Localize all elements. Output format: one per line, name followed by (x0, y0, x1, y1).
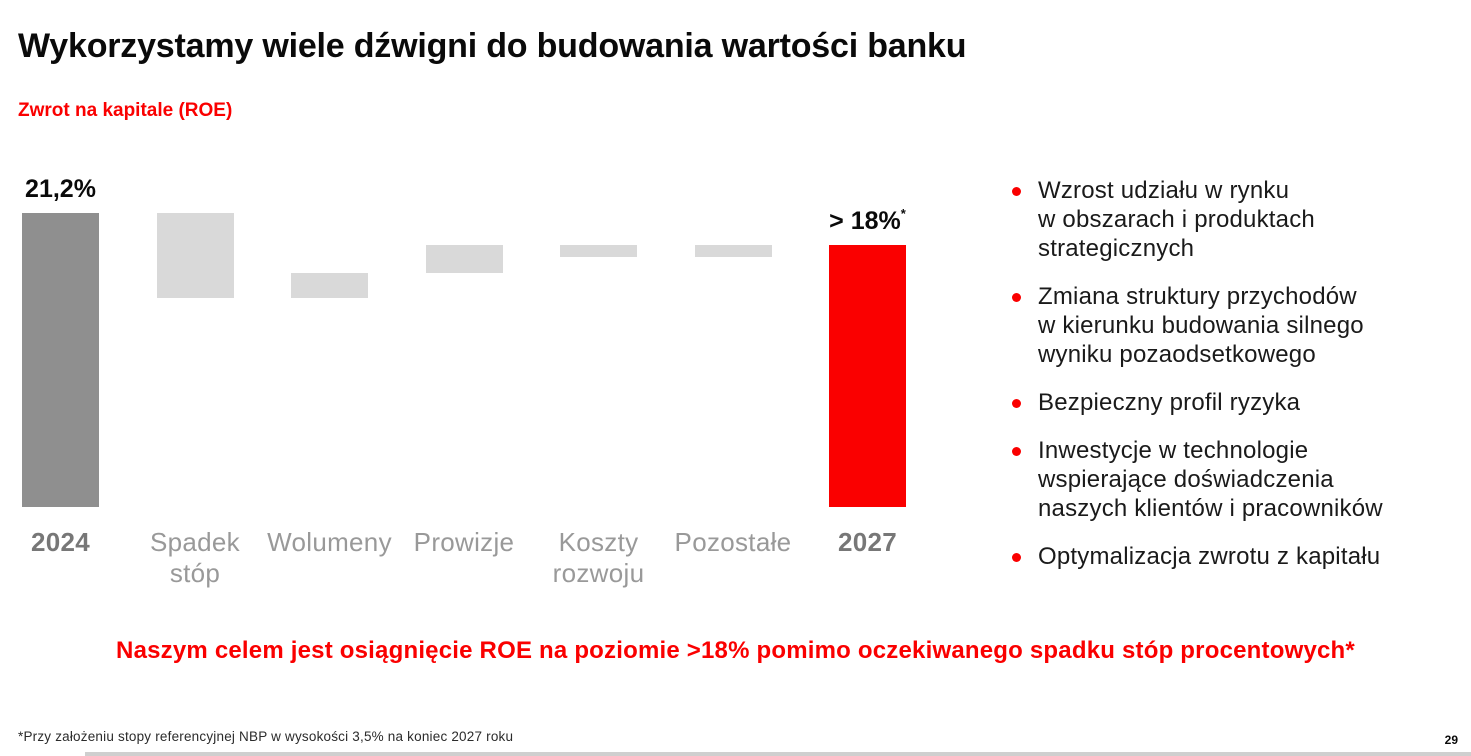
driver-text: Bezpieczny profil ryzyka (1038, 389, 1301, 416)
waterfall-bar-koszty-rozwoju (560, 244, 637, 258)
driver-item: Optymalizacja zwrotu z kapitału (1012, 542, 1452, 571)
value-label-2027: > 18%* (782, 205, 953, 239)
waterfall-bar-2027 (829, 244, 906, 507)
driver-text: Inwestycje w technologie wspierające doś… (1038, 437, 1383, 522)
value-label-asterisk: * (900, 205, 906, 221)
value-label-text: 21,2% (25, 174, 96, 203)
driver-text: Optymalizacja zwrotu z kapitału (1038, 543, 1381, 570)
target-headline: Naszym celem jest osiągnięcie ROE na poz… (116, 637, 1355, 664)
footnote: *Przy założeniu stopy referencyjnej NBP … (18, 729, 514, 744)
axis-label-wolumeny: Wolumeny (267, 527, 392, 557)
roe-waterfall-chart: 2024 21,2% Spadek stóp Wolumeny Prowizje Kosz… (22, 170, 912, 600)
driver-item: Bezpieczny profil ryzyka (1012, 388, 1452, 417)
bullet-dot-icon (1012, 447, 1021, 456)
waterfall-bar-prowizje (425, 244, 503, 273)
waterfall-bar-wolumeny (291, 272, 368, 298)
driver-item: Wzrost udziału w rynku w obszarach i pro… (1012, 176, 1452, 263)
value-label-2024: 21,2% (0, 175, 146, 207)
axis-label-koszty-rozwoju: Koszty rozwoju (552, 527, 645, 588)
driver-item: Inwestycje w technologie wspierające doś… (1012, 436, 1452, 523)
value-drivers-list: Wzrost udziału w rynku w obszarach i pro… (1012, 176, 1452, 590)
chart-title: Zwrot na kapitale (ROE) (18, 100, 233, 121)
axis-label-2027: 2027 (837, 527, 898, 557)
waterfall-bar-pozostałe (694, 244, 772, 258)
axis-label-prowizje: Prowizje (413, 527, 515, 557)
value-label-text: > 18% (829, 206, 901, 235)
bullet-dot-icon (1012, 399, 1021, 408)
waterfall-bar-spadek-stóp (156, 212, 234, 298)
bullet-dot-icon (1012, 293, 1021, 302)
axis-label-spadek-stóp: Spadek stóp (150, 527, 240, 588)
driver-text: Zmiana struktury przychodów w kierunku b… (1038, 283, 1364, 368)
page-number: 29 (1444, 733, 1458, 747)
driver-item: Zmiana struktury przychodów w kierunku b… (1012, 282, 1452, 369)
waterfall-bar-2024 (22, 212, 99, 507)
bullet-dot-icon (1012, 553, 1021, 562)
slide-title: Wykorzystamy wiele dźwigni do budowania … (18, 26, 967, 65)
bottom-divider (85, 752, 1471, 756)
driver-text: Wzrost udziału w rynku w obszarach i pro… (1038, 177, 1315, 262)
bullet-dot-icon (1012, 187, 1021, 196)
axis-label-pozostałe: Pozostałe (674, 527, 792, 557)
axis-label-2024: 2024 (30, 527, 91, 557)
